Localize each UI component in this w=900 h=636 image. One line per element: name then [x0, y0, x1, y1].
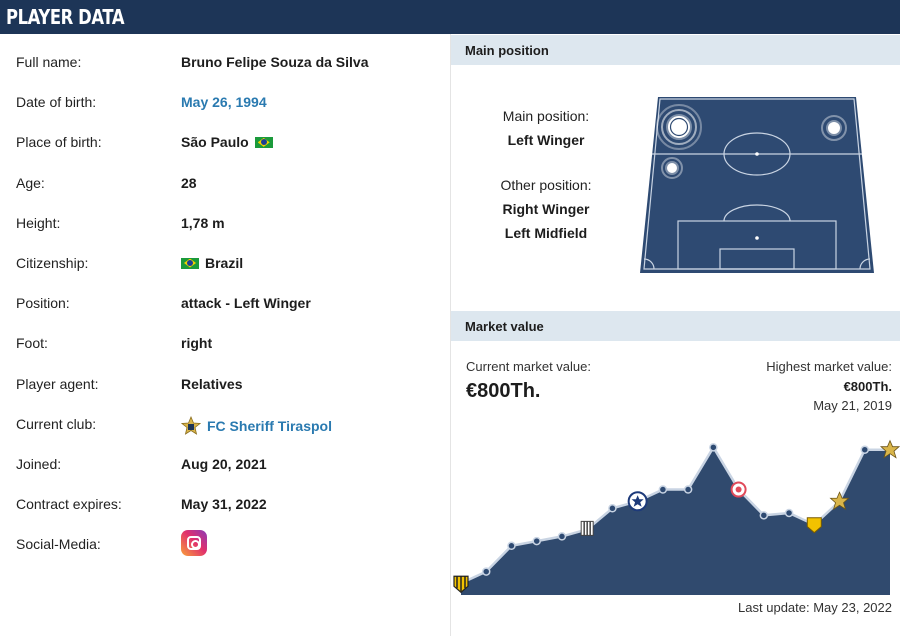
club-crest-icon [181, 415, 201, 435]
club-crest-sheriff-star-icon[interactable] [829, 491, 850, 511]
player-row: Social-Media: [0, 524, 450, 564]
player-row: Position: attack - Left Winger [0, 283, 450, 323]
current-value-label: Current market value: [466, 359, 591, 374]
row-value-text: 1,78 m [181, 214, 225, 231]
row-label: Current club: [16, 415, 97, 432]
other-position-label: Other position: [500, 177, 592, 193]
player-row: Place of birth: São Paulo [0, 122, 450, 162]
other-position-marker-left [661, 157, 683, 179]
market-value-point[interactable] [507, 541, 516, 551]
club-crest-yellow-black-icon[interactable] [453, 575, 469, 594]
current-value: €800Th. [466, 380, 541, 402]
brazil-flag-icon [254, 136, 273, 148]
player-row: Age: 28 [0, 163, 450, 203]
main-position-title: Main position [465, 43, 549, 58]
main-position-marker [656, 104, 702, 150]
row-label: Position: [16, 295, 70, 312]
row-value-text: Bruno Felipe Souza da Silva [181, 54, 369, 70]
row-value-text: attack - Left Winger [181, 295, 311, 312]
other-position-marker-right [821, 115, 847, 141]
row-value-text: FC Sheriff Tiraspol [207, 417, 332, 434]
main-position-value: Left Winger [507, 132, 585, 148]
club-crest-star-blue-icon[interactable] [627, 491, 648, 512]
row-value-text: Relatives [181, 375, 243, 392]
row-label: Date of birth: [16, 94, 97, 111]
column-divider [450, 34, 451, 636]
club-crest-yellow-icon[interactable] [806, 517, 822, 534]
row-value-text: Brazil [205, 255, 244, 271]
club-crest-striped-icon[interactable] [580, 520, 594, 536]
market-value-point[interactable] [709, 443, 718, 452]
market-value-point[interactable] [860, 445, 870, 454]
row-label: Place of birth: [16, 134, 102, 151]
row-label: Citizenship: [16, 255, 89, 271]
player-row: Current club: FC Sheriff Tiraspol [0, 404, 450, 444]
row-value: Bruno Felipe Souza da Silva [181, 54, 368, 70]
row-value-text: 28 [181, 174, 197, 191]
main-position-header: Main position [451, 35, 900, 65]
player-row: Height: 1,78 m [0, 203, 450, 243]
row-value: Brazil [181, 255, 243, 271]
row-label: Age: [16, 174, 45, 191]
row-value: São Paulo [181, 134, 273, 150]
row-label: Social-Media: [16, 536, 101, 553]
market-value-point[interactable] [658, 485, 668, 494]
page-title: PLAYER DATA [6, 5, 125, 29]
row-label: Full name: [16, 54, 82, 70]
row-value-text: São Paulo [181, 134, 249, 151]
row-label: Height: [16, 214, 61, 231]
row-value[interactable]: May 26, 1994 [181, 94, 267, 110]
market-value-title: Market value [465, 319, 544, 334]
row-value: May 31, 2022 [181, 496, 267, 512]
highest-value: €800Th. [843, 379, 892, 394]
pitch-diagram [640, 97, 874, 273]
market-value-point[interactable] [608, 504, 617, 513]
market-value-point[interactable] [557, 532, 567, 541]
row-value: 1,78 m [181, 215, 225, 231]
row-value: 28 [181, 175, 197, 191]
row-value[interactable] [181, 530, 207, 557]
row-value-text: May 26, 1994 [181, 94, 267, 111]
row-label: Contract expires: [16, 496, 122, 513]
player-row: Foot: right [0, 323, 450, 363]
market-value-point[interactable] [759, 511, 769, 520]
row-value-text: May 31, 2022 [181, 496, 267, 513]
market-value-point[interactable] [532, 536, 541, 546]
market-value-point[interactable] [784, 508, 794, 518]
row-value: right [181, 335, 212, 351]
last-update: Last update: May 23, 2022 [738, 600, 892, 615]
highest-value-label: Highest market value: [766, 359, 892, 374]
other-position-value-2: Left Midfield [504, 225, 588, 241]
row-label: Joined: [16, 456, 62, 472]
header-bar: PLAYER DATA [0, 0, 900, 34]
other-position-value-1: Right Winger [502, 201, 590, 217]
row-value: Relatives [181, 376, 242, 392]
row-label: Foot: [16, 335, 48, 352]
highest-value-date: May 21, 2019 [813, 398, 892, 413]
player-data-list: Full name: Bruno Felipe Souza da Silva Dat… [0, 34, 450, 636]
brazil-flag-icon [181, 257, 199, 269]
player-row: Joined: Aug 20, 2021 [0, 444, 450, 484]
market-value-chart[interactable] [451, 420, 900, 600]
player-row: Player agent: Relatives [0, 364, 450, 404]
market-value-area [461, 447, 890, 595]
row-value: attack - Left Winger [181, 295, 311, 311]
market-value-header: Market value [451, 311, 900, 341]
player-row: Contract expires: May 31, 2022 [0, 484, 450, 524]
market-value-point[interactable] [683, 485, 693, 494]
player-row: Full name: Bruno Felipe Souza da Silva [0, 42, 450, 82]
row-label: Player agent: [16, 375, 99, 392]
player-row: Date of birth: May 26, 1994 [0, 82, 450, 122]
row-value-text: right [181, 335, 213, 352]
instagram-icon[interactable] [181, 530, 207, 557]
row-value-text: Aug 20, 2021 [181, 456, 267, 472]
row-value[interactable]: FC Sheriff Tiraspol [181, 415, 332, 436]
pitch-surface [640, 97, 874, 273]
player-row: Citizenship: Brazil [0, 243, 450, 283]
club-crest-sheriff-star-icon[interactable] [879, 439, 900, 459]
main-position-label: Main position: [502, 108, 590, 124]
row-value: Aug 20, 2021 [181, 456, 267, 472]
market-value-point[interactable] [481, 567, 491, 576]
club-crest-red-icon[interactable] [730, 481, 747, 498]
